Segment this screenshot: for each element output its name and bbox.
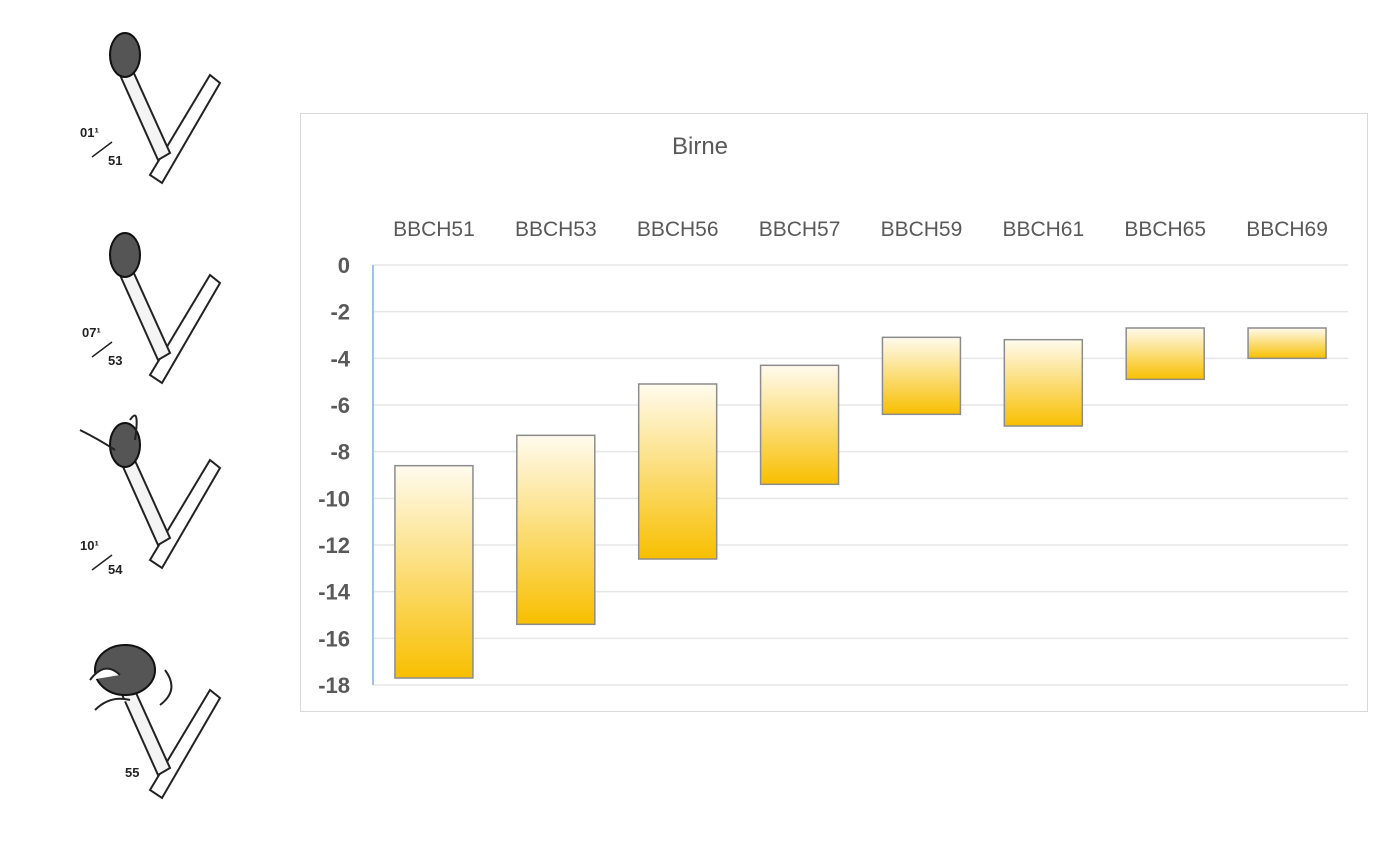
chart-title: Birne	[671, 133, 729, 160]
bud-sketch-icon	[91, 232, 222, 385]
bbch-stage-label: 54	[108, 562, 123, 577]
bbch-code-label: 07¹	[82, 325, 101, 340]
bbch-code-label: 10¹	[80, 538, 99, 553]
bud-illustration: 10¹ 54	[70, 410, 230, 595]
bbch-stage-label: 55	[125, 765, 140, 780]
bbch-stage-label: 53	[108, 353, 123, 368]
bud-sketch-icon	[91, 32, 222, 185]
bud-illustration: 01¹ 51	[70, 25, 230, 210]
bud-illustration: 55	[70, 640, 230, 825]
bud-sketch-icon	[79, 414, 222, 571]
chart-frame	[300, 113, 1368, 712]
bud-sketch-icon	[89, 644, 222, 800]
bbch-stage-label: 51	[108, 153, 123, 168]
bbch-code-label: 01¹	[80, 125, 99, 140]
bud-illustration: 07¹ 53	[70, 225, 230, 410]
